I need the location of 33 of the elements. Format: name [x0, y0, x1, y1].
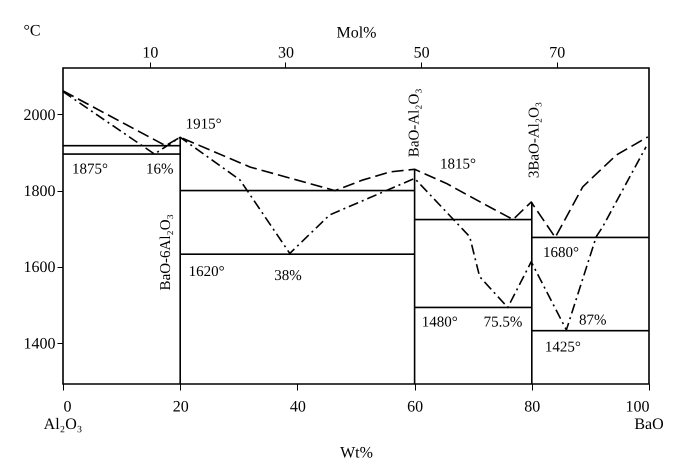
y-axis-title: °C	[24, 22, 41, 40]
x-tick-label: 80	[524, 398, 540, 416]
annotation: 1620°	[188, 264, 225, 280]
x-tick-label: 60	[407, 398, 424, 416]
annotation: 1815°	[440, 156, 476, 173]
annotation: 1680°	[543, 244, 579, 261]
x-tick-label: 0	[64, 398, 72, 416]
x-tick-label: 20	[172, 398, 189, 416]
annotation: 1915°	[186, 116, 222, 133]
x-axis-title: Wt%	[340, 444, 373, 462]
x2-tick-label: 50	[414, 44, 430, 62]
annotation: 1480°	[422, 314, 458, 331]
x2-tick-label: 10	[142, 44, 158, 62]
x2-tick-label: 30	[278, 44, 294, 62]
text: Al₂O₃	[44, 416, 82, 433]
y-tick-label: 1800	[24, 183, 56, 200]
x2-tick-label: 70	[549, 44, 566, 62]
annotation: 75.5%	[484, 314, 522, 331]
annotation: BaO-6Al₂O₃	[158, 214, 174, 290]
annotation: 1875°	[72, 162, 108, 178]
y-tick-label: 2000	[24, 106, 56, 124]
annotation: 38%	[274, 268, 302, 284]
x-tick-label: 100	[626, 398, 650, 416]
annotation: BaO-Al₂O₃	[406, 88, 422, 158]
annotation: 16%	[146, 162, 174, 178]
y-tick-label: 1600	[24, 259, 56, 276]
annotation: 3BaO-Al₂O₃	[526, 102, 543, 178]
annotation: 87%	[578, 312, 606, 328]
y-tick-label: 1400	[24, 335, 56, 352]
x-tick-label: 40	[290, 398, 306, 416]
text: BaO	[634, 416, 664, 433]
x2-axis-title: Mol%	[336, 24, 376, 42]
annotation: 1425°	[544, 340, 581, 356]
